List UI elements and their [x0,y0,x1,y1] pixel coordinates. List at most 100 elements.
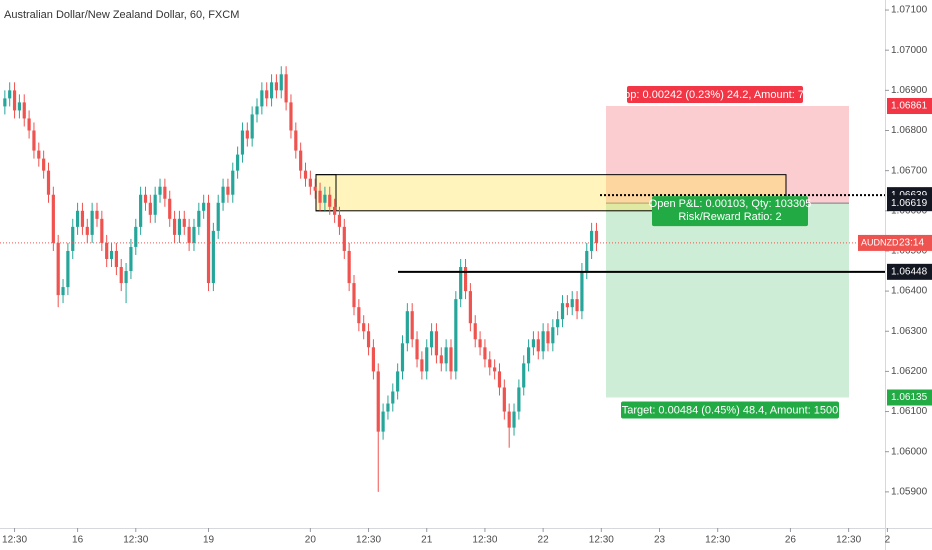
x-tick-label: 12:30 [356,535,381,546]
candle-body [197,210,201,227]
candle-body [347,250,351,284]
target-zone [606,203,849,398]
candle-body [556,319,560,328]
target-label: Target: 0.00484 (0.45%) 48.4, Amount: 15… [622,404,838,416]
candle-body [507,411,511,428]
candle-body [139,194,143,227]
candle-body [536,339,540,352]
candle-body [187,226,191,243]
price-tag [887,195,932,212]
candle-body [17,102,21,111]
candle-body [415,339,419,360]
candle-body [313,186,317,191]
candle-body [75,210,80,227]
candle-body [231,170,235,195]
candle-body [318,190,322,203]
candle-body [381,411,385,432]
candle-body [8,90,12,99]
candle-body [109,250,114,259]
candle-body [454,299,458,372]
y-tick-label: 1.06700 [891,165,928,176]
candle-body [459,267,463,300]
pnl-label: Open P&L: 0.00103, Qty: 103305 [649,198,812,210]
candle-body [177,218,182,235]
symbol-label: AUDNZD [861,237,899,247]
candle-body [420,359,424,372]
candle-body [240,130,245,155]
candle-body [531,339,536,348]
candle-body [245,130,249,139]
candle-body [449,347,453,372]
candle-body [357,307,361,324]
y-tick-label: 1.06800 [891,125,928,136]
candle-body [434,331,439,356]
chart-title: Australian Dollar/New Zealand Dollar, 60… [4,9,239,21]
candle-body [202,202,206,211]
y-tick-label: 1.07100 [891,5,928,16]
candle-body [265,90,269,99]
y-tick-label: 1.06100 [891,406,928,417]
x-tick-label: 12:30 [705,535,730,546]
candle-body [517,387,521,412]
candle-body [546,331,550,344]
candle-body [526,347,531,364]
candle-body [255,106,259,115]
candle-body [522,363,526,388]
x-tick-label: 19 [203,535,215,546]
candle-body [284,74,288,103]
candle-body [410,311,414,340]
y-tick-label: 1.06300 [891,326,928,337]
candle-body [22,102,26,119]
candle-body [323,194,327,203]
y-tick-label: 1.06900 [891,85,928,96]
candle-body [396,371,400,392]
candle-body [206,202,211,284]
countdown-label: 23:14 [899,238,924,249]
candle-body [221,186,225,203]
candle-body [260,90,264,107]
x-tick-label: 2 [885,535,891,546]
price-tag-label: 1.06861 [891,101,928,112]
candle-body [299,150,303,171]
candle-body [570,299,574,308]
y-tick-label: 1.06000 [891,446,928,457]
candle-body [303,170,308,179]
candle-body [119,267,123,284]
candle-body [211,230,215,284]
x-tick-label: 26 [785,535,797,546]
candle-body [580,271,584,312]
candle-body [463,267,468,292]
candle-body [216,202,220,231]
candle-body [400,343,405,372]
y-tick-label: 1.06400 [891,286,928,297]
candle-body [279,74,283,91]
x-tick-label: 16 [72,535,84,546]
candle-body [100,218,104,243]
x-tick-label: 12:30 [123,535,148,546]
candle-body [80,210,85,227]
stop-label-box [627,86,803,104]
candle-body [163,186,167,199]
price-tag [887,98,932,115]
candle-body [134,226,138,247]
candle-body [85,226,89,235]
candle-body [66,250,70,288]
candle-body [473,323,477,340]
price-tag [887,389,932,406]
candle-body [129,246,133,272]
candle-body [192,226,196,243]
candle-body [105,242,109,259]
candle-body [32,130,36,151]
candle-body [172,218,177,235]
y-tick-label: 1.06500 [891,246,928,257]
candle-body [42,158,46,171]
candle-body [71,226,75,251]
candle-body [493,367,497,372]
candle-body [497,371,502,388]
candle-body [250,114,254,139]
highlight-box-inner [315,174,337,212]
candle-body [342,226,346,251]
candle-body [541,331,545,352]
candle-body [143,194,148,203]
